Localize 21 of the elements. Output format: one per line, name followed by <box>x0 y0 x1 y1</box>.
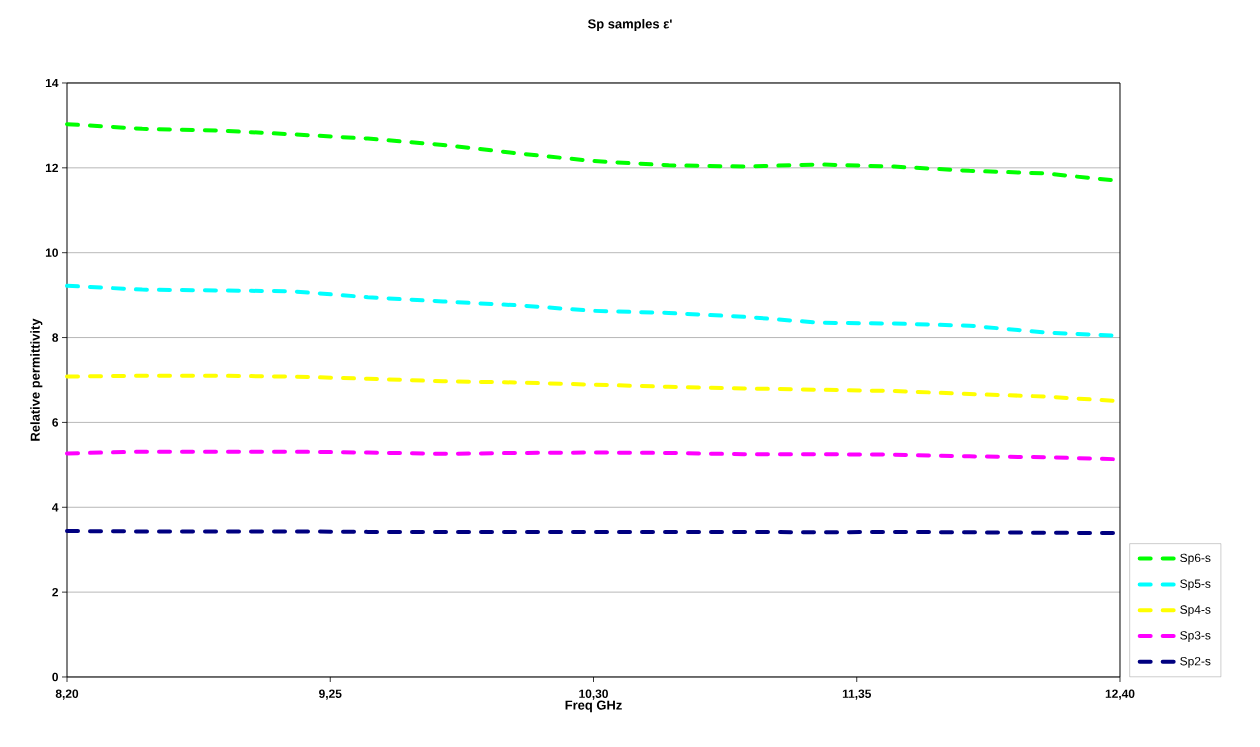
y-axis-title: Relative permittivity <box>30 318 43 441</box>
legend-label: Sp3-s <box>1180 631 1211 642</box>
legend-label: Sp6-s <box>1180 553 1211 565</box>
legend-label: Sp5-s <box>1180 579 1211 591</box>
x-tick-label: 9,25 <box>319 689 342 700</box>
y-tick-label: 10 <box>45 248 58 257</box>
x-tick-label: 8,20 <box>55 689 79 700</box>
x-axis-title: Freq GHz <box>565 700 622 713</box>
y-tick-label: 14 <box>45 78 59 88</box>
y-tick-label: 4 <box>52 503 59 512</box>
y-tick-label: 0 <box>52 672 58 682</box>
y-tick-label: 8 <box>52 333 59 342</box>
y-tick-label: 2 <box>52 587 59 597</box>
legend-label: Sp2-s <box>1180 656 1211 668</box>
y-tick-label: 12 <box>45 163 59 173</box>
x-tick-label: 10,30 <box>579 689 608 700</box>
x-tick-label: 12,40 <box>1105 689 1135 700</box>
chart-title: Sp samples ε' <box>587 18 672 32</box>
y-tick-label: 6 <box>52 418 59 427</box>
legend-label: Sp4-s <box>1180 605 1211 617</box>
x-tick-label: 11,35 <box>842 689 872 700</box>
